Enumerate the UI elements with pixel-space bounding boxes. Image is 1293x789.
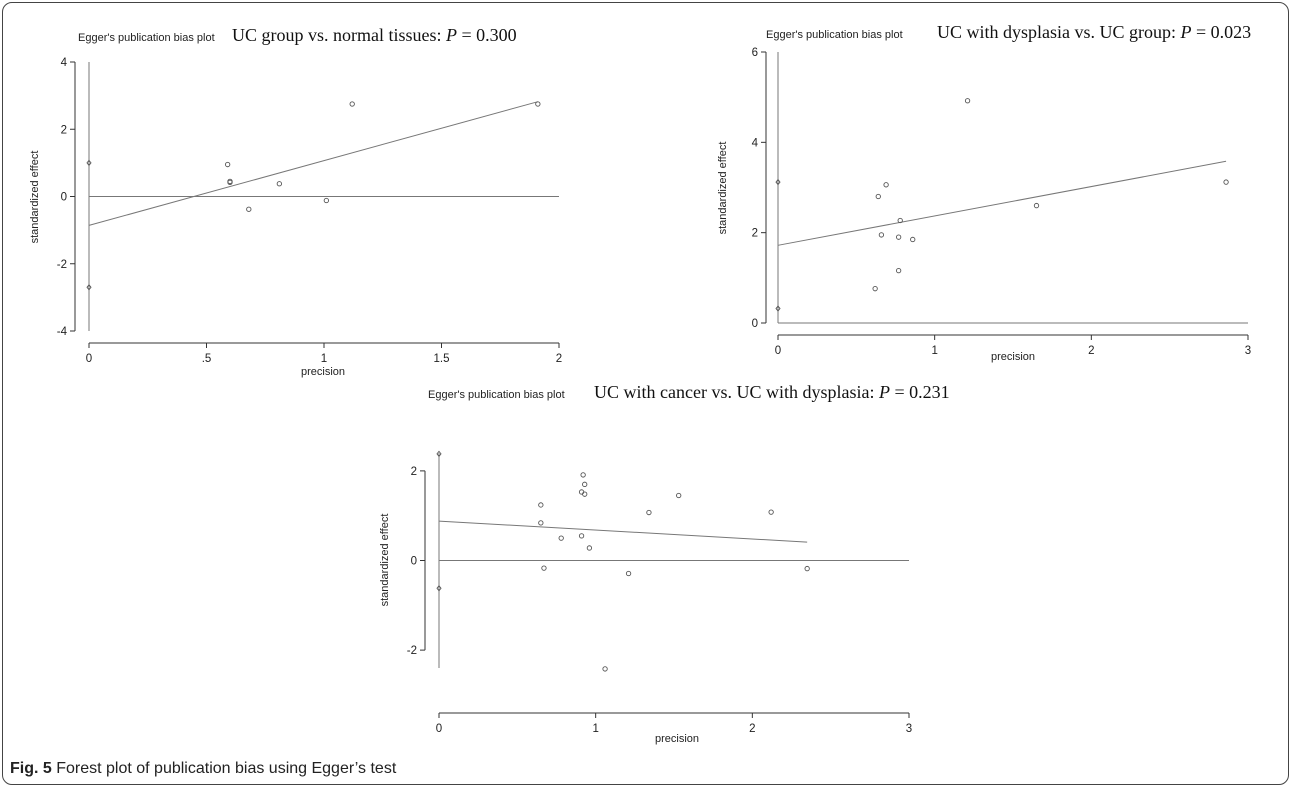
data-point [897,217,903,224]
data-point [804,565,810,572]
plot-label: Egger's publication bias plot [428,389,565,401]
y-axis-label: standardized effect [717,142,729,235]
y-tick-label: 6 [752,47,758,59]
panel-cancer-vs-dysplasia: Egger's publication bias plot UC with can… [379,382,950,745]
y-tick-label: 2 [61,124,67,136]
data-point [878,232,885,238]
data-point [276,181,282,187]
x-tick-label: 1 [321,353,327,365]
data-point [227,179,233,186]
data-point [538,502,544,508]
data-point [558,535,564,541]
x-axis-label: precision [301,366,345,378]
data-point [883,182,889,188]
plot-title-p: P [1180,22,1192,42]
intercept-ci-marker [436,585,442,592]
plot-title-prefix: UC group vs. normal tissues: [232,25,446,45]
x-tick-label: 1 [931,345,937,357]
data-point [541,565,547,571]
data-point [625,570,632,577]
x-tick-label: 0 [775,345,781,357]
intercept-ci-marker [775,178,781,186]
y-tick-label: 4 [61,57,68,69]
x-tick-label: 0 [86,353,92,365]
plot-title-p: P [878,382,890,402]
y-tick-label: 4 [752,137,759,149]
data-point [586,545,593,551]
data-point [246,206,252,212]
x-tick-label: 2 [749,723,755,735]
y-tick-label: -2 [57,259,67,271]
data-point [578,489,585,495]
panel-dysplasia-vs-uc: Egger's publication bias plot UC with dys… [717,22,1251,363]
y-tick-label: 0 [61,192,67,204]
data-point [1033,202,1040,209]
data-point [768,509,774,515]
y-tick-label: 0 [411,556,417,568]
plot-title: UC with cancer vs. UC with dysplasia: P … [594,382,950,402]
data-point [582,491,588,497]
intercept-ci-marker [86,284,92,291]
x-tick-label: .5 [202,353,212,365]
data-point [582,481,588,487]
y-tick-label: -2 [407,645,417,657]
y-tick-label: 2 [752,228,758,240]
data-point [323,197,329,204]
y-tick-label: 2 [411,466,417,478]
data-point [578,533,585,539]
x-tick-label: 1 [592,723,598,735]
data-point [580,472,586,478]
plot-title: UC group vs. normal tissues: P = 0.300 [232,25,517,45]
data-point [538,520,544,526]
caption-label: Fig. 5 [10,760,52,777]
regression-line [88,101,538,226]
x-tick-label: 2 [556,353,562,365]
data-point [895,267,902,274]
data-point [349,101,355,107]
plot-title-suffix: = 0.231 [890,382,950,402]
x-tick-label: 0 [436,723,442,735]
plot-title-suffix: = 0.023 [1192,22,1252,42]
y-axis-label: standardized effect [379,514,391,607]
data-point [224,161,231,168]
x-tick-label: 1.5 [434,353,450,365]
x-tick-label: 3 [1245,345,1251,357]
panel-uc-vs-normal: Egger's publication bias plot UC group vs… [29,25,562,378]
y-tick-label: -4 [57,326,68,338]
data-point [676,492,682,499]
data-point [895,234,902,240]
x-axis-label: precision [991,351,1035,363]
intercept-ci-marker [436,450,442,458]
intercept-ci-marker [775,305,781,312]
data-point [875,193,881,200]
y-axis-label: standardized effect [29,151,41,244]
plot-title-suffix: = 0.300 [457,25,517,45]
plot-title-p: P [445,25,457,45]
caption-text: Forest plot of publication bias using Eg… [51,760,397,777]
x-tick-label: 3 [906,723,912,735]
x-tick-label: 2 [1088,345,1094,357]
data-point [964,98,971,104]
data-point [602,666,608,672]
regression-line [777,160,1227,246]
data-point [1223,179,1229,185]
plot-title: UC with dysplasia vs. UC group: P = 0.02… [937,22,1251,42]
data-point [535,101,541,107]
plot-label: Egger's publication bias plot [78,32,215,44]
y-tick-label: 0 [752,318,758,330]
x-axis-label: precision [655,733,699,745]
figure-caption: Fig. 5 Forest plot of publication bias u… [10,760,396,778]
data-point [872,286,878,292]
intercept-ci-marker [86,159,92,167]
data-point [910,236,916,243]
plot-title-prefix: UC with dysplasia vs. UC group: [937,22,1181,42]
plot-title-prefix: UC with cancer vs. UC with dysplasia: [594,382,879,402]
regression-line [438,520,808,543]
plot-label: Egger's publication bias plot [766,29,903,41]
data-point [646,509,652,516]
